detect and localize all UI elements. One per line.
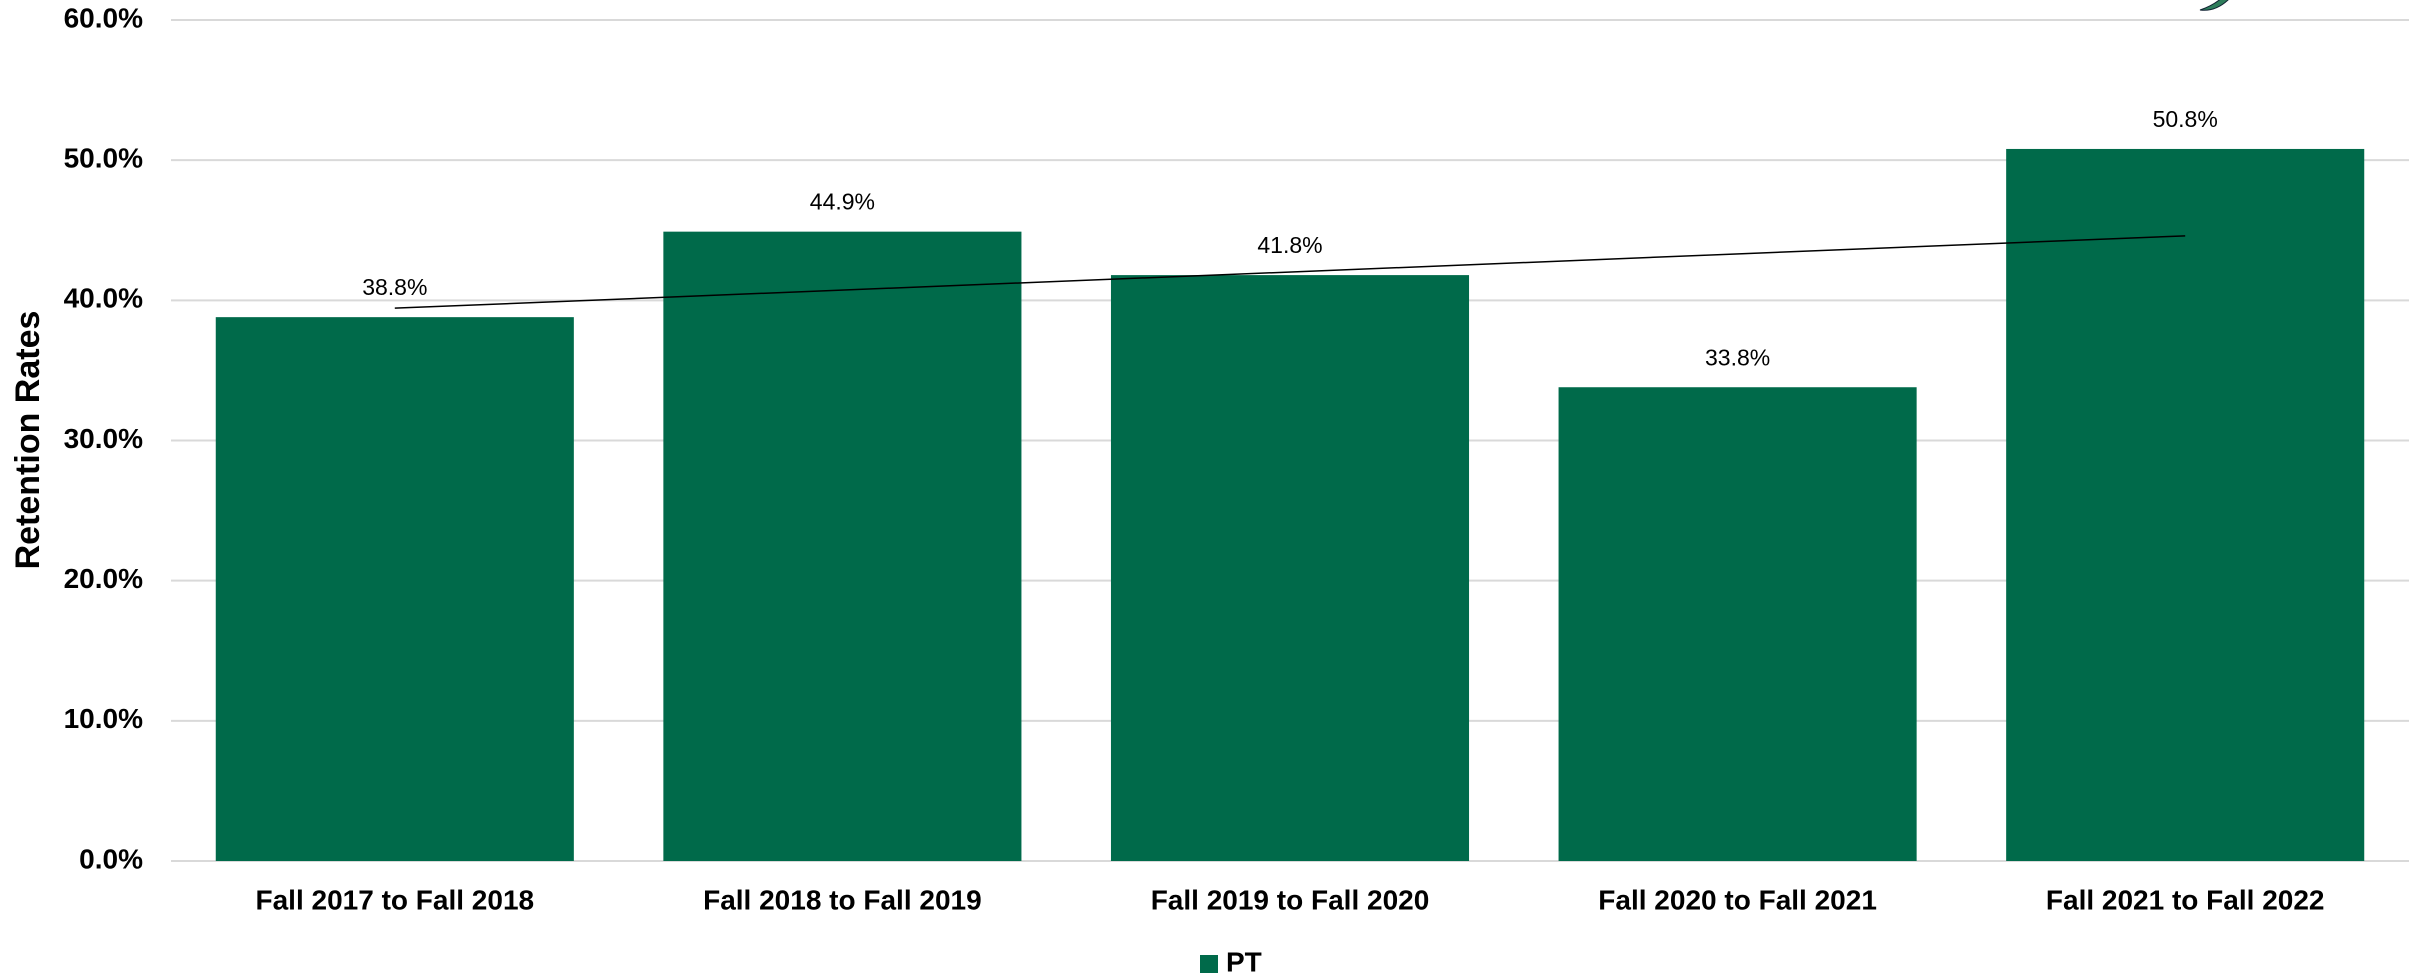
data-label: 44.9% [810, 189, 875, 215]
y-tick-label: 40.0% [64, 283, 143, 314]
bar [663, 231, 1022, 861]
bar [1558, 387, 1917, 861]
y-tick-label: 10.0% [64, 703, 143, 734]
trendline [394, 235, 2186, 309]
x-tick-label: Fall 2019 to Fall 2020 [1151, 884, 1430, 915]
y-tick-label: 50.0% [64, 143, 143, 174]
legend-swatch [1200, 955, 1218, 973]
bar [1110, 275, 1470, 861]
bar [2006, 148, 2365, 861]
data-label: 33.8% [1705, 344, 1770, 370]
data-label: 38.8% [362, 274, 427, 300]
x-tick-label: Fall 2020 to Fall 2021 [1598, 884, 1877, 915]
y-tick-label: 20.0% [64, 563, 143, 594]
x-tick-label: Fall 2017 to Fall 2018 [256, 884, 535, 915]
y-tick-label: 0.0% [79, 843, 143, 874]
y-tick-label: 60.0% [64, 2, 143, 33]
y-axis-title: Retention Rates [9, 311, 47, 570]
bar [215, 317, 574, 861]
y-tick-label: 30.0% [64, 423, 143, 454]
legend-label: PT [1226, 946, 1262, 977]
x-tick-label: Fall 2018 to Fall 2019 [703, 884, 982, 915]
x-tick-label: Fall 2021 to Fall 2022 [2046, 884, 2325, 915]
data-label: 50.8% [2153, 106, 2218, 132]
logo-leaf [2199, 0, 2229, 11]
data-label: 41.8% [1257, 232, 1322, 258]
